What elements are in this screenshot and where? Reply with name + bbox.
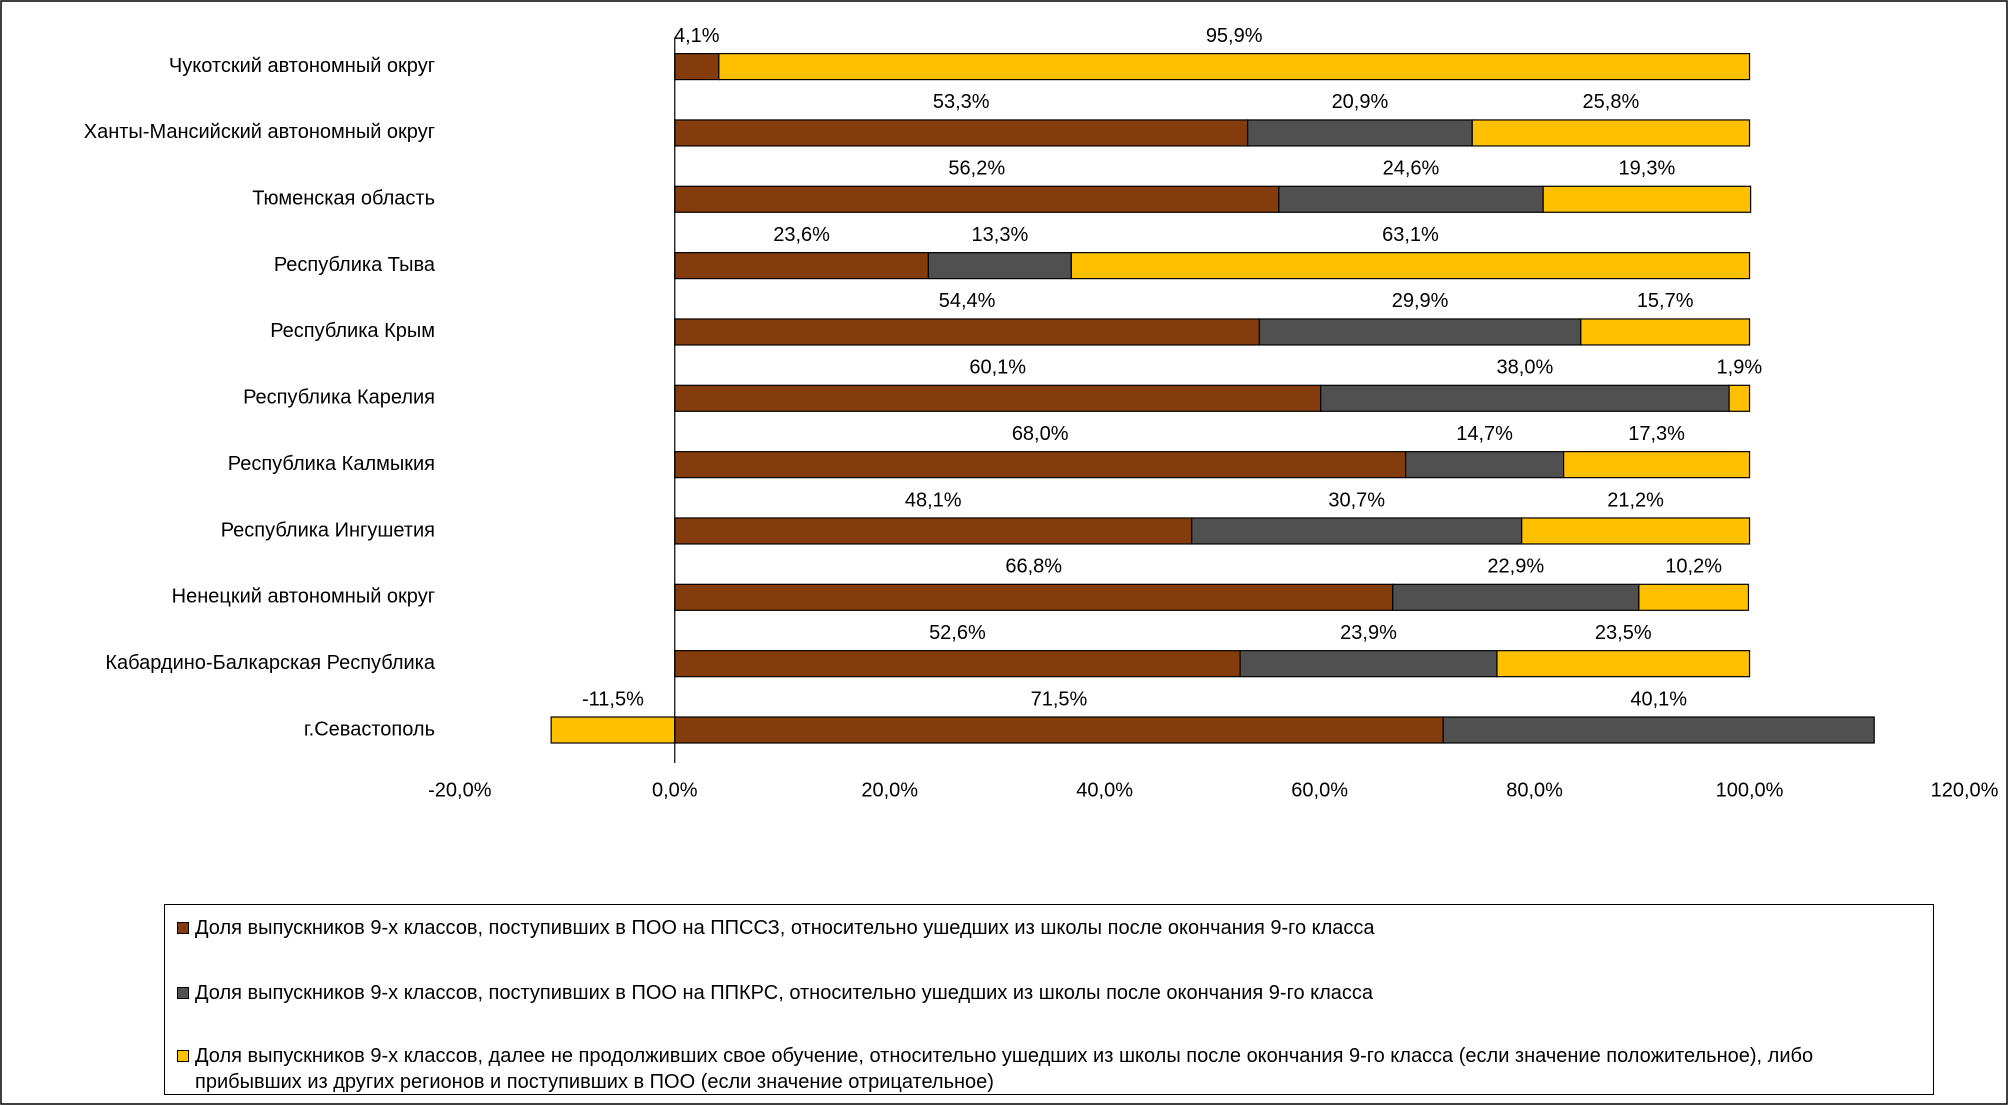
data-label: 63,1%: [1382, 224, 1439, 246]
data-label: 56,2%: [948, 158, 1005, 180]
bar-segment: [674, 384, 1322, 412]
bar-segment: [1728, 384, 1751, 412]
bar-segment: [1239, 650, 1498, 678]
x-tick-label: 40,0%: [1076, 779, 1133, 801]
bar-segment: [1580, 318, 1751, 346]
data-label: 19,3%: [1619, 158, 1676, 180]
bar-segment: [1471, 119, 1751, 147]
bar-segment: [1247, 119, 1473, 147]
data-label: 38,0%: [1497, 357, 1554, 379]
legend-label: Доля выпускников 9-х классов, поступивши…: [195, 917, 1375, 939]
bar-segment: [674, 517, 1193, 545]
bar-segment: [1542, 185, 1752, 213]
bar-segment: [1563, 451, 1751, 479]
y-tick-label: Чукотский автономный округ: [169, 55, 435, 77]
bar-segment: [674, 318, 1261, 346]
x-tick-label: 80,0%: [1506, 779, 1563, 801]
y-tick-label: Тюменская область: [252, 188, 435, 210]
y-tick-label: Республика Тыва: [274, 254, 436, 276]
bar-segment: [674, 650, 1241, 678]
legend: Доля выпускников 9-х классов, поступивши…: [164, 904, 1934, 1095]
data-label: 30,7%: [1328, 489, 1385, 511]
bar-segment: [674, 252, 930, 280]
data-label: 13,3%: [972, 224, 1029, 246]
bar-segment: [1405, 451, 1565, 479]
x-tick-label: 120,0%: [1931, 779, 1999, 801]
bar-segment: [674, 119, 1249, 147]
legend-entry: Доля выпускников 9-х классов, поступивши…: [177, 915, 1915, 941]
x-tick-label: -20,0%: [428, 779, 492, 801]
data-label: 1,9%: [1717, 357, 1763, 379]
data-label: 71,5%: [1031, 688, 1088, 710]
data-label: 21,2%: [1607, 489, 1664, 511]
bar-segment: [1521, 517, 1751, 545]
legend-swatch: [177, 1050, 189, 1062]
x-tick-label: 100,0%: [1716, 779, 1784, 801]
y-tick-label: Ханты-Мансийский автономный округ: [84, 121, 435, 143]
y-tick-label: Республика Крым: [270, 320, 435, 342]
data-label: 68,0%: [1012, 423, 1069, 445]
data-label: 29,9%: [1392, 290, 1449, 312]
bar-segment: [1278, 185, 1544, 213]
x-tick-label: 0,0%: [652, 779, 698, 801]
bar-segment: [1258, 318, 1582, 346]
data-label: -11,5%: [582, 688, 644, 710]
x-tick-label: 20,0%: [861, 779, 918, 801]
data-label: 25,8%: [1583, 91, 1640, 113]
bar-segment: [674, 716, 1444, 744]
y-tick-label: Ненецкий автономный округ: [172, 586, 435, 608]
data-label: 48,1%: [905, 489, 962, 511]
data-label: 23,5%: [1595, 622, 1652, 644]
bar-segment: [1191, 517, 1523, 545]
data-label: 4,1%: [674, 25, 720, 47]
data-label: 54,4%: [939, 290, 996, 312]
legend-swatch: [177, 987, 189, 999]
bar-segment: [1638, 583, 1750, 611]
bar-segment: [674, 451, 1407, 479]
bar-segment: [1392, 583, 1640, 611]
bar-segment: [1070, 252, 1751, 280]
y-tick-label: г.Севастополь: [304, 718, 435, 740]
bar-segment: [1442, 716, 1875, 744]
data-label: 15,7%: [1637, 290, 1694, 312]
data-label: 95,9%: [1206, 25, 1263, 47]
legend-swatch: [177, 922, 189, 934]
bar-segment: [674, 583, 1394, 611]
bar-segment: [674, 52, 720, 81]
data-label: 17,3%: [1628, 423, 1685, 445]
y-tick-label: Республика Карелия: [243, 387, 435, 409]
bar-segment: [718, 52, 1751, 81]
data-label: 40,1%: [1630, 688, 1687, 710]
bar-segment: [1496, 650, 1751, 678]
legend-label: Доля выпускников 9-х классов, далее не п…: [195, 1045, 1814, 1093]
data-label: 22,9%: [1487, 556, 1544, 578]
y-tick-label: Республика Калмыкия: [228, 453, 435, 475]
legend-entry: Доля выпускников 9-х классов, далее не п…: [177, 1043, 1915, 1095]
data-label: 20,9%: [1332, 91, 1389, 113]
data-label: 23,6%: [773, 224, 830, 246]
data-label: 10,2%: [1665, 556, 1722, 578]
bar-segment: [927, 252, 1072, 280]
data-label: 53,3%: [933, 91, 990, 113]
data-label: 14,7%: [1456, 423, 1513, 445]
y-tick-label: Кабардино-Балкарская Республика: [105, 652, 436, 674]
legend-entry: Доля выпускников 9-х классов, поступивши…: [177, 980, 1915, 1006]
legend-label: Доля выпускников 9-х классов, поступивши…: [195, 982, 1374, 1004]
y-tick-label: Республика Ингушетия: [221, 519, 435, 541]
x-tick-label: 60,0%: [1291, 779, 1348, 801]
data-label: 66,8%: [1005, 556, 1062, 578]
data-label: 60,1%: [969, 357, 1026, 379]
bar-segment: [550, 716, 676, 744]
data-label: 24,6%: [1383, 158, 1440, 180]
data-label: 52,6%: [929, 622, 986, 644]
bar-segment: [674, 185, 1280, 213]
bar-segment: [1320, 384, 1730, 412]
data-label: 23,9%: [1340, 622, 1397, 644]
